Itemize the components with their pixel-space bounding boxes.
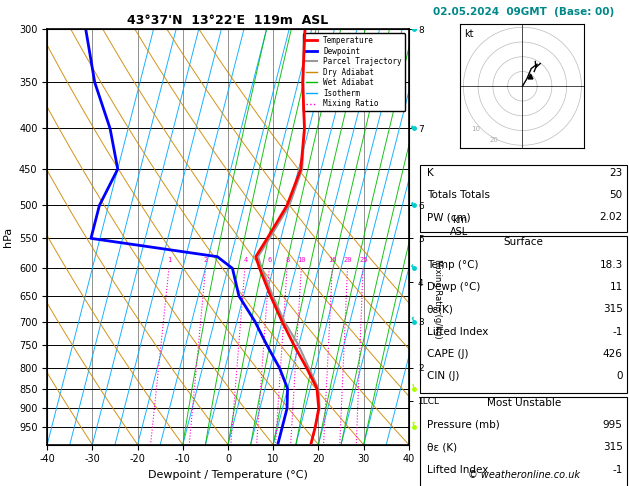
Text: 315: 315 [603,304,623,314]
Text: 8: 8 [286,257,289,262]
Text: θε(K): θε(K) [426,304,454,314]
Text: 02.05.2024  09GMT  (Base: 00): 02.05.2024 09GMT (Base: 00) [433,7,615,17]
Text: Lifted Index: Lifted Index [426,327,488,337]
Text: -1: -1 [612,465,623,475]
Text: θε (K): θε (K) [426,442,457,452]
Text: 20: 20 [490,138,499,143]
Y-axis label: hPa: hPa [3,227,13,247]
Text: 10: 10 [298,257,306,262]
Title: 43°37'N  13°22'E  119m  ASL: 43°37'N 13°22'E 119m ASL [128,14,328,27]
Text: Dewp (°C): Dewp (°C) [426,282,480,292]
Text: 1: 1 [167,257,172,262]
Text: 315: 315 [603,442,623,452]
Text: kt: kt [464,29,474,39]
Bar [420,236,627,393]
Text: Most Unstable: Most Unstable [486,398,561,408]
Text: Totals Totals: Totals Totals [426,190,490,200]
Text: 10: 10 [470,125,480,132]
Text: 25: 25 [359,257,367,262]
Text: CIN (J): CIN (J) [426,371,459,382]
Text: © weatheronline.co.uk: © weatheronline.co.uk [467,470,580,480]
Y-axis label: km
ASL: km ASL [450,215,469,237]
Text: 995: 995 [603,420,623,430]
Text: 50: 50 [610,190,623,200]
Text: Lifted Index: Lifted Index [426,465,488,475]
Text: 0: 0 [616,371,623,382]
Text: 2.02: 2.02 [599,212,623,223]
Text: 16: 16 [328,257,337,262]
Text: Pressure (mb): Pressure (mb) [426,420,499,430]
Text: 11: 11 [610,282,623,292]
Text: 20: 20 [343,257,352,262]
Text: Mixing Ratio (g/kg): Mixing Ratio (g/kg) [433,260,442,339]
Text: 2: 2 [204,257,208,262]
Text: 23: 23 [610,168,623,178]
Bar [420,165,627,232]
Bar [420,397,627,486]
Text: 6: 6 [267,257,272,262]
Text: Surface: Surface [504,237,543,247]
Text: CAPE (J): CAPE (J) [426,349,468,359]
Text: 426: 426 [603,349,623,359]
X-axis label: Dewpoint / Temperature (°C): Dewpoint / Temperature (°C) [148,470,308,480]
Text: 4: 4 [243,257,247,262]
Legend: Temperature, Dewpoint, Parcel Trajectory, Dry Adiabat, Wet Adiabat, Isotherm, Mi: Temperature, Dewpoint, Parcel Trajectory… [303,33,405,111]
Text: Temp (°C): Temp (°C) [426,260,478,270]
Text: 18.3: 18.3 [599,260,623,270]
Text: K: K [426,168,433,178]
Text: -1: -1 [612,327,623,337]
Text: PW (cm): PW (cm) [426,212,470,223]
